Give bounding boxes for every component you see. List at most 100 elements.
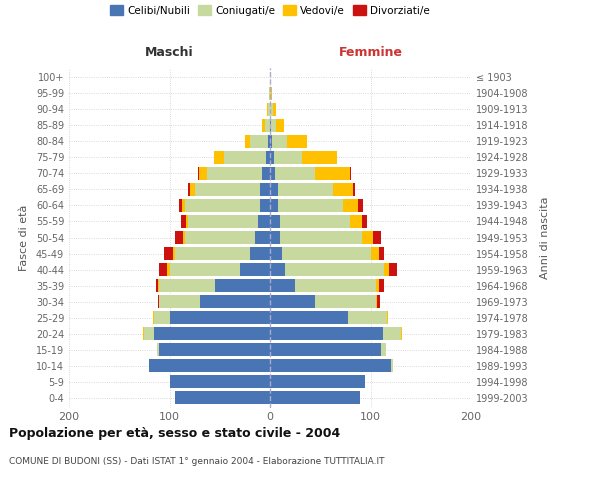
Bar: [270, 231, 280, 244]
Bar: [265, 119, 270, 132]
Bar: [215, 279, 270, 292]
Bar: [270, 360, 392, 372]
Bar: [270, 376, 365, 388]
Bar: [270, 328, 401, 340]
Bar: [250, 247, 270, 260]
Bar: [270, 151, 302, 164]
Bar: [175, 392, 270, 404]
Bar: [181, 215, 270, 228]
Bar: [185, 215, 270, 228]
Bar: [270, 167, 350, 180]
Bar: [270, 360, 392, 372]
Bar: [270, 344, 380, 356]
Bar: [179, 199, 270, 212]
Bar: [262, 119, 270, 132]
Bar: [270, 376, 365, 388]
Bar: [157, 279, 270, 292]
Bar: [188, 183, 270, 196]
Bar: [270, 247, 379, 260]
Bar: [143, 328, 270, 340]
Bar: [160, 279, 270, 292]
Bar: [270, 103, 276, 116]
Bar: [185, 199, 270, 212]
Bar: [240, 263, 270, 276]
Bar: [224, 151, 270, 164]
Bar: [270, 199, 364, 212]
Bar: [245, 135, 270, 147]
Bar: [270, 135, 307, 147]
Bar: [270, 312, 386, 324]
Bar: [270, 199, 358, 212]
Bar: [175, 392, 270, 404]
Bar: [149, 360, 270, 372]
Bar: [258, 215, 270, 228]
Bar: [270, 167, 275, 180]
Bar: [270, 376, 365, 388]
Bar: [214, 151, 270, 164]
Bar: [267, 103, 270, 116]
Bar: [270, 392, 361, 404]
Bar: [268, 135, 270, 147]
Bar: [270, 392, 361, 404]
Bar: [270, 344, 386, 356]
Bar: [270, 360, 391, 372]
Bar: [270, 119, 271, 132]
Text: Femmine: Femmine: [338, 46, 403, 59]
Bar: [160, 263, 270, 276]
Bar: [270, 199, 278, 212]
Bar: [270, 263, 383, 276]
Bar: [190, 183, 270, 196]
Bar: [158, 279, 270, 292]
Bar: [270, 215, 280, 228]
Bar: [173, 247, 270, 260]
Bar: [175, 392, 270, 404]
Bar: [175, 247, 270, 260]
Bar: [158, 295, 270, 308]
Bar: [199, 167, 270, 180]
Bar: [270, 151, 337, 164]
Bar: [182, 231, 270, 244]
Bar: [270, 295, 315, 308]
Bar: [164, 247, 270, 260]
Bar: [266, 151, 270, 164]
Bar: [270, 119, 276, 132]
Bar: [270, 231, 373, 244]
Bar: [270, 119, 284, 132]
Bar: [160, 344, 270, 356]
Bar: [154, 312, 270, 324]
Bar: [270, 215, 362, 228]
Bar: [270, 86, 272, 100]
Bar: [270, 344, 386, 356]
Bar: [200, 295, 270, 308]
Bar: [175, 392, 270, 404]
Bar: [157, 344, 270, 356]
Bar: [270, 328, 401, 340]
Bar: [170, 376, 270, 388]
Bar: [270, 119, 284, 132]
Bar: [270, 263, 285, 276]
Bar: [270, 279, 383, 292]
Bar: [157, 344, 270, 356]
Bar: [170, 376, 270, 388]
Bar: [188, 215, 270, 228]
Bar: [262, 119, 270, 132]
Bar: [143, 328, 270, 340]
Bar: [270, 215, 367, 228]
Bar: [260, 199, 270, 212]
Bar: [160, 295, 270, 308]
Text: COMUNE DI BUDONI (SS) - Dati ISTAT 1° gennaio 2004 - Elaborazione TUTTITALIA.IT: COMUNE DI BUDONI (SS) - Dati ISTAT 1° ge…: [9, 458, 385, 466]
Bar: [270, 135, 307, 147]
Bar: [270, 183, 278, 196]
Bar: [270, 392, 361, 404]
Bar: [270, 135, 287, 147]
Bar: [149, 360, 270, 372]
Bar: [270, 183, 353, 196]
Bar: [270, 312, 388, 324]
Bar: [170, 312, 270, 324]
Bar: [154, 312, 270, 324]
Bar: [160, 295, 270, 308]
Bar: [270, 103, 276, 116]
Bar: [270, 247, 282, 260]
Bar: [270, 199, 343, 212]
Bar: [270, 328, 401, 340]
